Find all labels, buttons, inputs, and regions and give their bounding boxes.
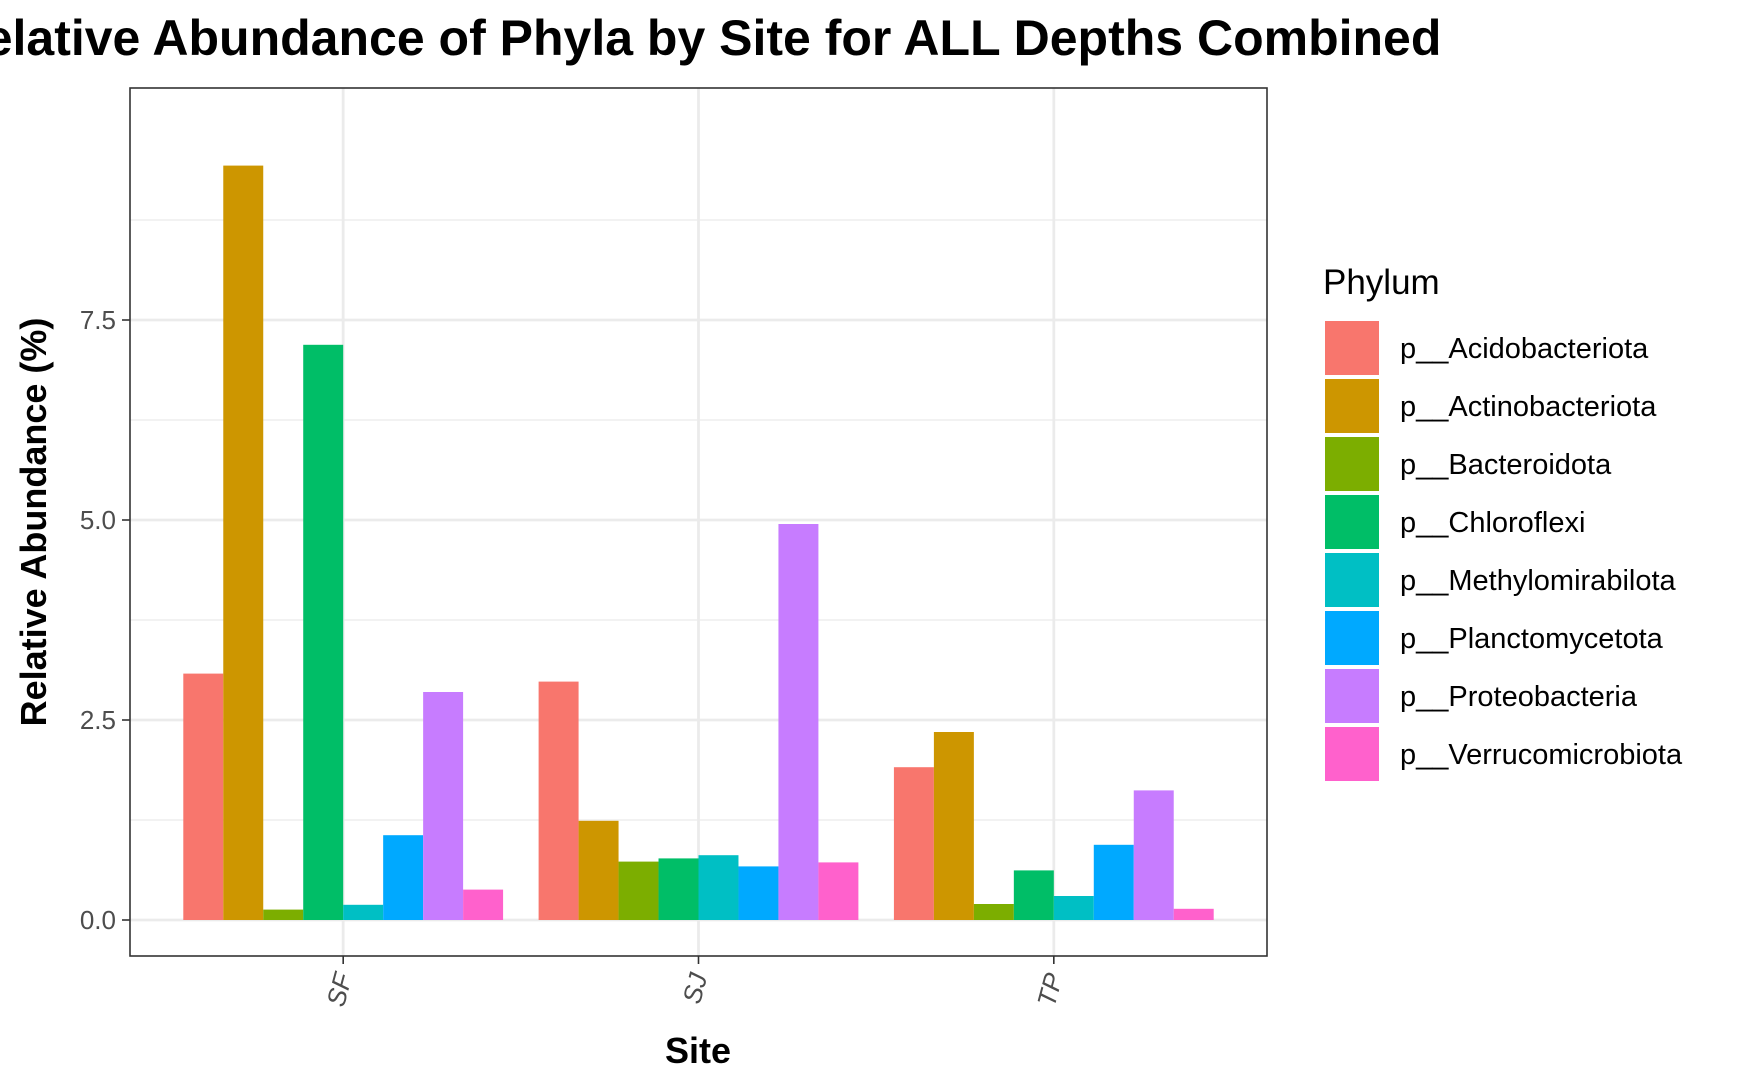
bar: [1013, 870, 1054, 920]
legend-label: p__Verrucomicrobiota: [1400, 739, 1683, 771]
bar: [1133, 790, 1174, 920]
legend-label: p__Actinobacteriota: [1400, 391, 1657, 423]
legend-label: p__Acidobacteriota: [1400, 333, 1649, 365]
bar: [578, 820, 619, 920]
bar: [423, 692, 464, 920]
bar: [1093, 844, 1134, 920]
y-tick-label: 0.0: [80, 905, 116, 935]
y-axis: 0.0 2.5 5.0 7.5: [80, 305, 130, 935]
x-tick-label: TP: [1031, 969, 1069, 1009]
legend-key: [1325, 611, 1379, 665]
bar: [658, 858, 699, 920]
legend-label: p__Planctomycetota: [1400, 623, 1664, 655]
legend-key: [1325, 727, 1379, 781]
y-axis-title: Relative Abundance (%): [13, 318, 54, 727]
bar: [738, 866, 779, 920]
y-tick-label: 5.0: [80, 505, 116, 535]
bar: [223, 165, 264, 921]
bar: [973, 904, 1014, 920]
legend-label: p__Methylomirabilota: [1400, 565, 1677, 597]
legend-key: [1325, 553, 1379, 607]
legend-label: p__Chloroflexi: [1400, 507, 1585, 539]
y-tick-label: 7.5: [80, 305, 116, 335]
bar: [303, 344, 344, 920]
bars: [183, 165, 1214, 921]
legend-key: [1325, 379, 1379, 433]
legend-key: [1325, 321, 1379, 375]
legend-key: [1325, 669, 1379, 723]
legend-label: p__Bacteroidota: [1400, 449, 1612, 481]
legend-key: [1325, 495, 1379, 549]
bar: [778, 524, 819, 920]
legend: Phylum p__Acidobacteriota p__Actinobacter…: [1323, 263, 1683, 781]
bar: [933, 732, 974, 920]
bar: [343, 904, 384, 920]
bar: [383, 835, 424, 920]
x-tick-label: SF: [320, 968, 358, 1010]
x-tick-label: SJ: [676, 969, 713, 1007]
bar: [183, 673, 224, 920]
bar: [893, 767, 934, 920]
bar: [1053, 896, 1094, 920]
legend-title: Phylum: [1323, 263, 1440, 302]
plot-panel: [129, 87, 1268, 957]
legend-key: [1325, 437, 1379, 491]
bar: [818, 862, 859, 920]
bar: [698, 855, 739, 920]
bar: [538, 681, 579, 920]
bar: [618, 861, 659, 920]
chart-title: Relative Abundance of Phyla by Site for …: [0, 10, 1441, 66]
bar: [1173, 908, 1214, 920]
legend-label: p__Proteobacteria: [1400, 681, 1638, 713]
y-tick-label: 2.5: [80, 705, 116, 735]
bar: [263, 909, 304, 920]
x-axis-title: Site: [665, 1030, 731, 1071]
bar: [463, 889, 504, 920]
x-axis: SF SJ TP: [320, 956, 1069, 1010]
